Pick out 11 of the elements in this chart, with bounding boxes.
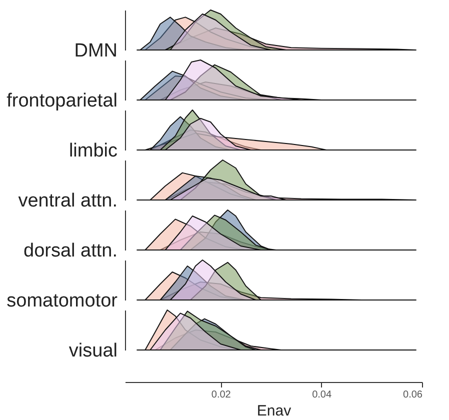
x-tick-label: 0.04 [312,390,332,400]
y-axis-title: DMN [74,40,118,62]
y-axis-title: limbic [68,140,118,162]
x-tick-label: 0.02 [211,390,232,400]
x-tick-label: 0.06 [403,390,423,400]
y-axis-title: frontoparietal [6,90,118,112]
y-axis-title: visual [68,340,118,362]
y-axis-title: somatomotor [6,290,118,312]
y-axis-title: dorsal attn. [24,240,118,262]
x-axis-title: Enav [256,402,292,420]
y-axis-title: ventral attn. [18,190,118,212]
